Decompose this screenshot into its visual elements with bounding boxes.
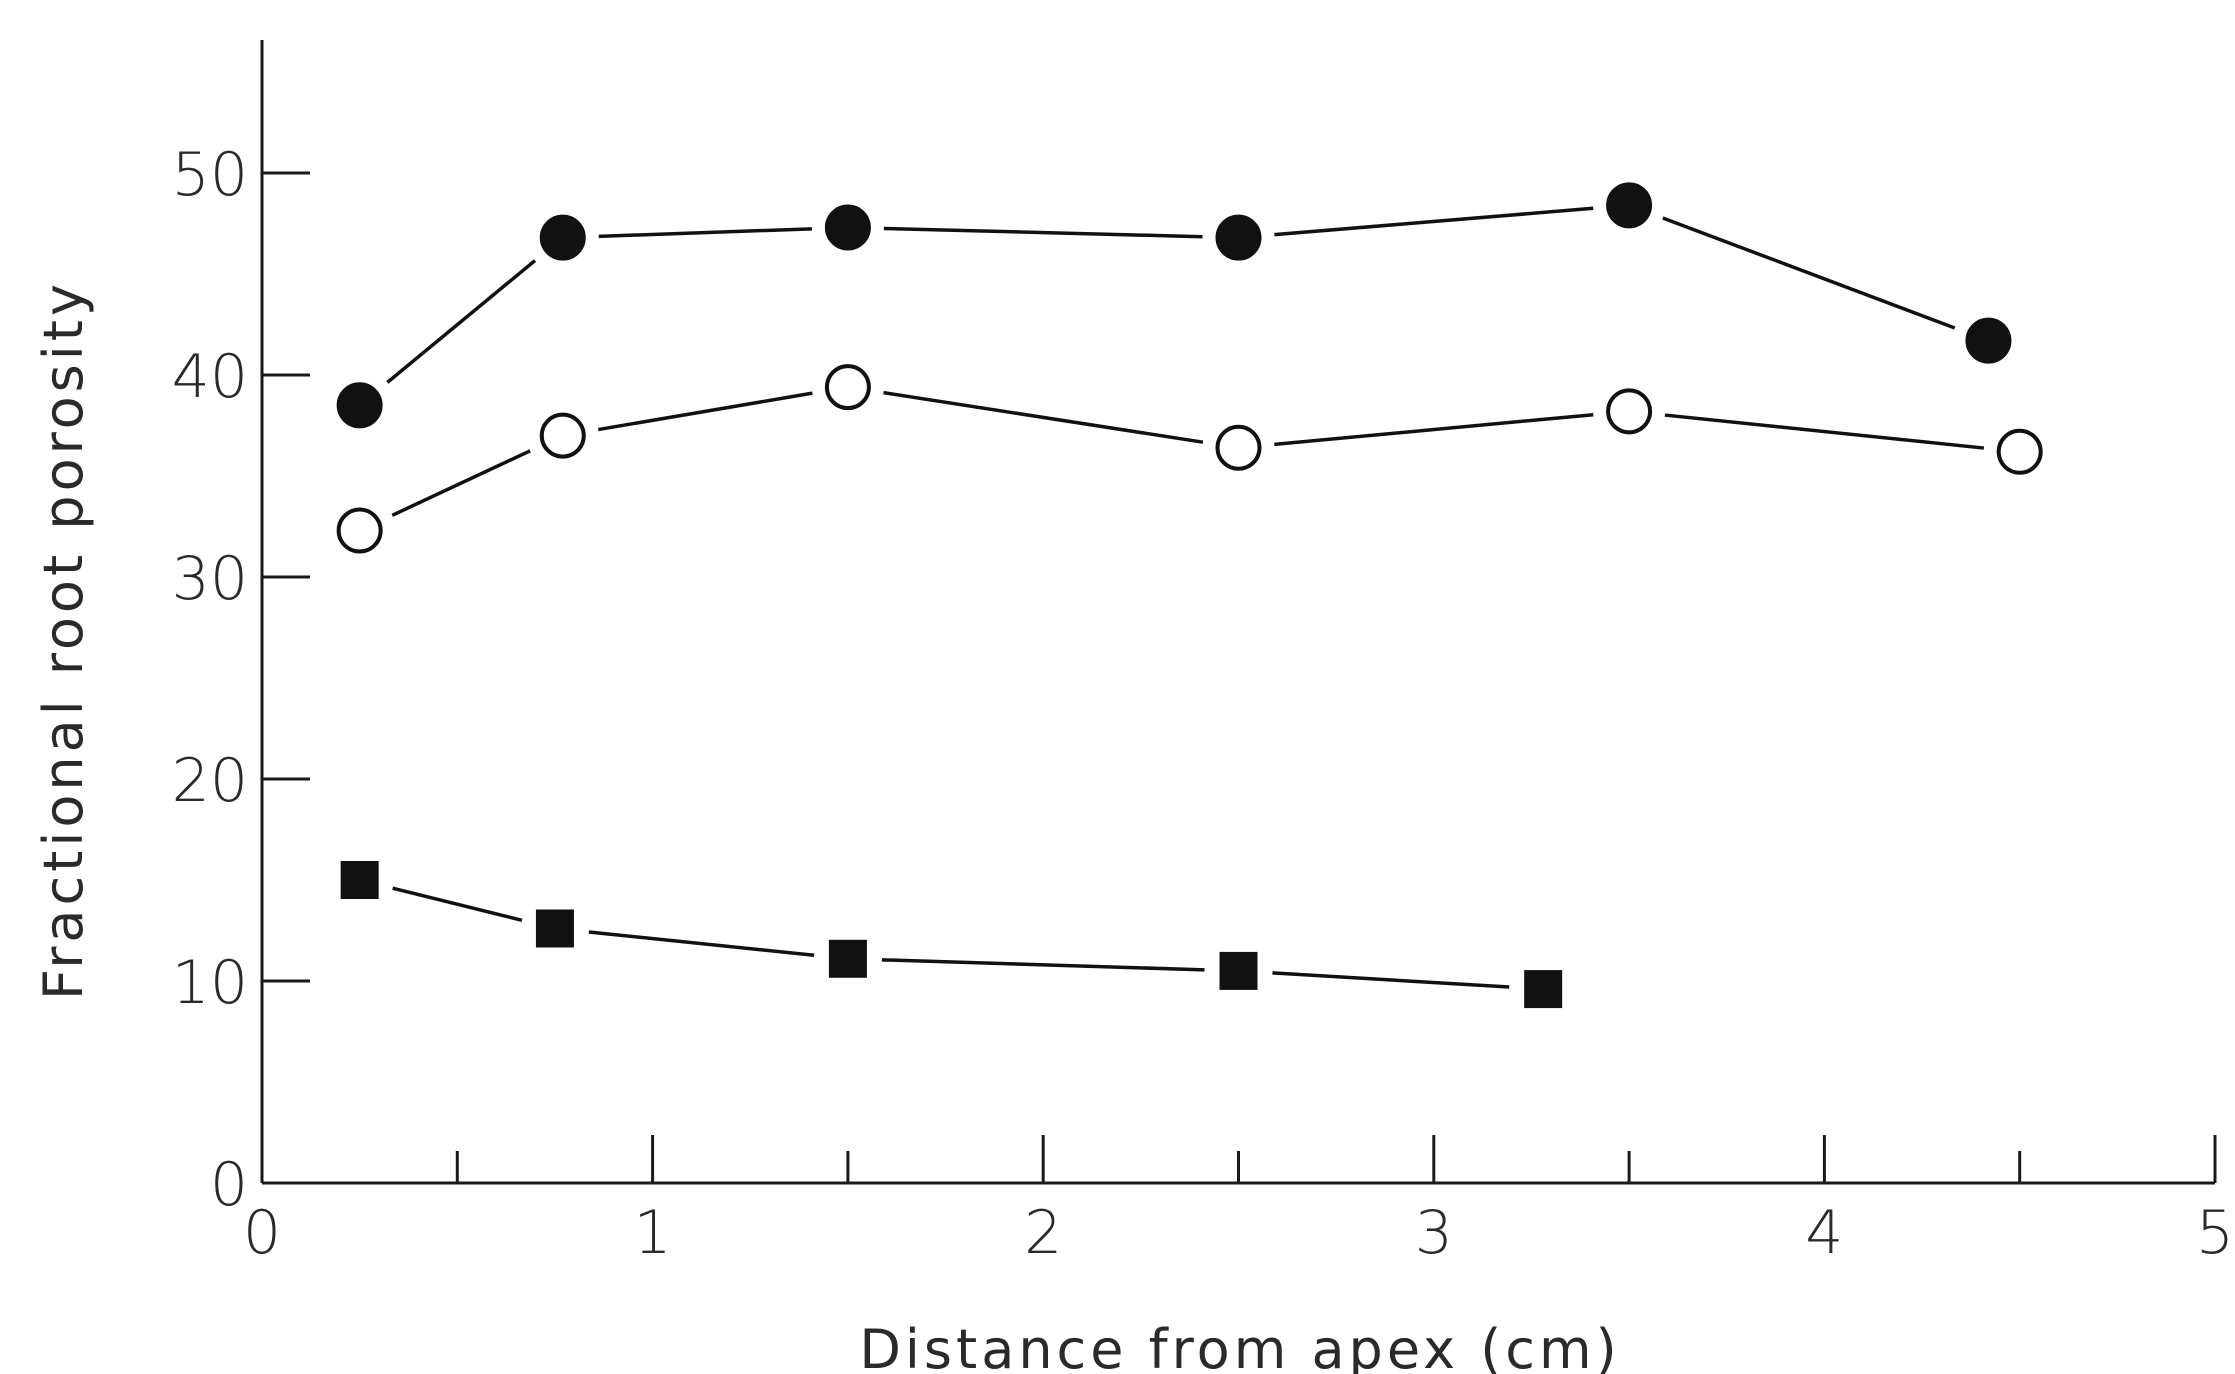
y-tick-label-50: 50 (172, 140, 248, 210)
series-line-segment (597, 391, 813, 432)
series-2 (336, 364, 2043, 554)
data-point-filled-square (1219, 951, 1258, 990)
series-line-segment (883, 390, 1204, 444)
series-line-segment (588, 930, 815, 958)
y-axis-title: Fractional root porosity (32, 280, 95, 1000)
data-point-filled-circle (539, 214, 586, 261)
series-line-segment (598, 227, 812, 239)
x-tick-label-3: 3 (1415, 1198, 1453, 1268)
x-axis-title: Distance from apex (cm) (859, 1318, 1620, 1374)
data-point-filled-square (1524, 970, 1563, 1009)
chart-axes (260, 40, 2215, 1185)
x-tick-label-2: 2 (1024, 1198, 1062, 1268)
data-point-open-circle (1606, 388, 1653, 435)
x-tick-label-1: 1 (634, 1198, 672, 1268)
axis-tick-labels: 0 10 20 30 40 50 0 1 2 3 4 5 (172, 140, 2234, 1268)
x-tick-label-0: 0 (243, 1198, 281, 1268)
data-point-open-circle (539, 412, 586, 459)
series-line-segment (1272, 971, 1510, 989)
x-tick-label-4: 4 (1805, 1198, 1843, 1268)
data-point-filled-circle (1965, 317, 2012, 364)
data-point-open-circle (1996, 428, 2043, 475)
series-1 (336, 182, 2012, 429)
series-line-segment (881, 958, 1205, 972)
data-point-filled-circle (824, 204, 871, 251)
series-line-segment (391, 449, 531, 517)
series-line-segment (386, 259, 537, 384)
series-line-segment (883, 226, 1203, 239)
data-point-filled-circle (1215, 214, 1262, 261)
y-tick-label-20: 20 (172, 746, 248, 816)
y-tick-label-40: 40 (172, 342, 248, 412)
data-point-filled-square (828, 939, 867, 978)
series-line-segment (1664, 413, 1985, 450)
data-point-filled-circle (336, 382, 383, 429)
series-line-segment (1274, 206, 1594, 237)
data-point-filled-circle (1606, 182, 1653, 229)
y-tick-label-0: 0 (210, 1150, 248, 1220)
data-point-filled-square (340, 861, 379, 899)
y-tick-label-10: 10 (172, 948, 248, 1018)
data-series (336, 182, 2043, 1009)
data-point-open-circle (1215, 424, 1262, 471)
data-point-open-circle (824, 364, 871, 411)
series-line-segment (392, 886, 523, 922)
axis-ticks (262, 171, 2217, 1185)
x-tick-label-5: 5 (2196, 1198, 2234, 1268)
y-tick-label-30: 30 (172, 544, 248, 614)
data-point-open-circle (336, 507, 383, 554)
series-line-segment (1662, 216, 1956, 330)
series-line-segment (1274, 412, 1594, 447)
series-3 (340, 861, 1563, 1009)
data-point-filled-square (535, 909, 574, 948)
